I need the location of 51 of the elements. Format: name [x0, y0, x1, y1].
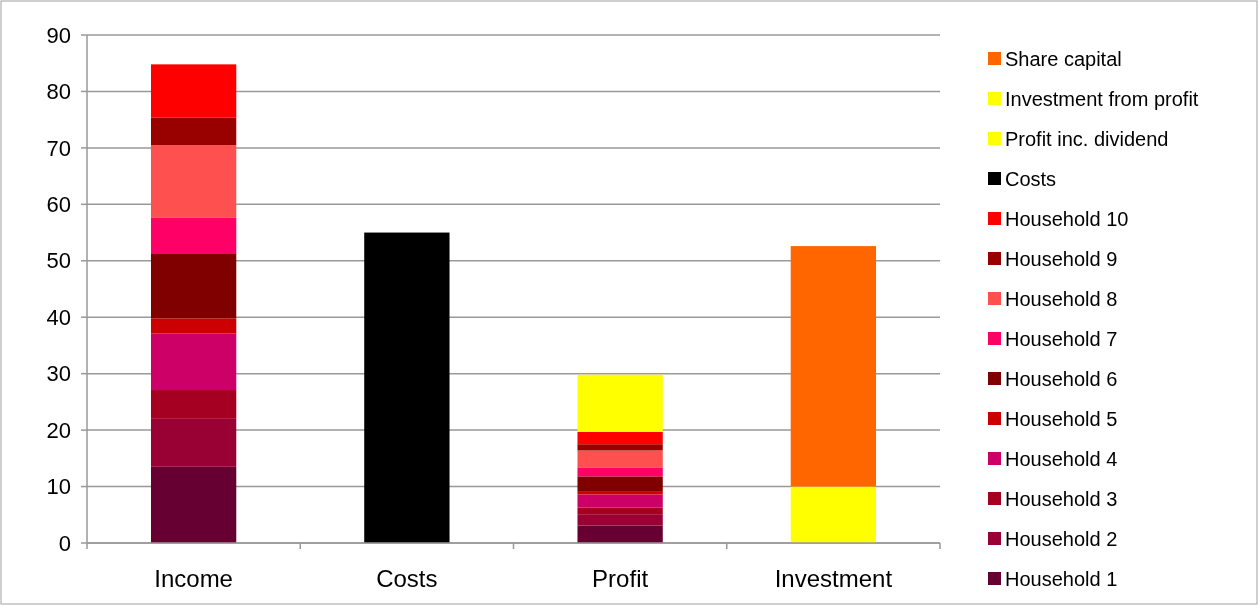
x-tick-label: Investment: [774, 565, 893, 592]
y-tick-label: 80: [46, 79, 71, 105]
bar: [577, 514, 663, 526]
legend-label: Investment from profit: [1005, 87, 1199, 110]
legend-label: Household 6: [1005, 367, 1118, 390]
legend-label: Household 9: [1005, 247, 1118, 270]
y-tick-label: 0: [58, 530, 71, 556]
y-tick-label: 30: [46, 361, 71, 387]
x-tick-label: Costs: [376, 565, 438, 592]
legend-label: Household 10: [1005, 207, 1129, 230]
bar: [150, 217, 237, 254]
bar: [150, 64, 237, 118]
bar: [577, 476, 663, 492]
y-tick-label: 60: [46, 192, 71, 218]
bar: [364, 232, 450, 543]
bar: [577, 467, 663, 477]
bar: [577, 507, 663, 515]
y-tick-label: 40: [46, 304, 71, 330]
bar: [150, 418, 237, 467]
y-tick-label: 70: [46, 135, 71, 161]
bar: [577, 444, 663, 451]
y-tick-label: 50: [46, 248, 71, 274]
bar: [577, 494, 663, 508]
bar: [150, 333, 237, 391]
legend-label: Household 3: [1005, 487, 1118, 510]
legend-label: Profit inc. dividend: [1005, 127, 1169, 150]
bar: [150, 390, 237, 419]
x-tick-label: Profit: [592, 565, 649, 592]
legend-label: Share capital: [1005, 47, 1122, 70]
legend-label: Household 1: [1005, 567, 1118, 590]
bar: [150, 466, 237, 543]
y-tick-label: 10: [46, 474, 71, 500]
bar: [790, 246, 877, 487]
legend-label: Household 7: [1005, 327, 1118, 350]
legend-label: Household 4: [1005, 447, 1118, 470]
bar: [790, 486, 877, 543]
y-tick-label: 20: [46, 417, 71, 443]
legend-label: Household 8: [1005, 287, 1118, 310]
bar: [577, 450, 663, 468]
legend-label: Household 2: [1005, 527, 1118, 550]
bar: [150, 318, 237, 334]
bar: [150, 145, 237, 218]
bar: [577, 374, 663, 432]
bar: [577, 525, 663, 543]
x-tick-label: Income: [154, 565, 233, 592]
bar: [577, 431, 663, 445]
y-tick-label: 90: [46, 22, 71, 48]
bar: [150, 254, 237, 319]
bar: [150, 117, 237, 146]
legend-label: Household 5: [1005, 407, 1118, 430]
legend-label: Costs: [1005, 167, 1057, 190]
